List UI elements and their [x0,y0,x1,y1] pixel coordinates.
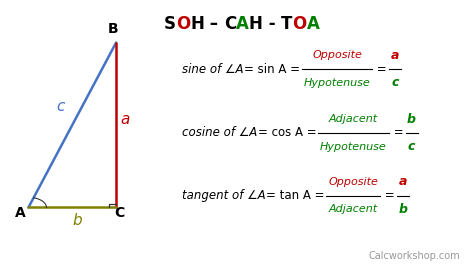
Text: A: A [15,206,25,220]
Text: -: - [263,15,281,33]
Text: c: c [56,99,65,114]
Text: T: T [281,15,292,33]
Text: Hypotenuse: Hypotenuse [304,78,371,88]
Text: c: c [408,140,415,153]
Text: A: A [236,15,249,33]
Text: =: = [374,63,391,76]
Text: b: b [407,113,416,126]
Text: H: H [190,15,204,33]
Text: –: – [204,15,224,33]
Text: H: H [249,15,263,33]
Text: a: a [120,112,129,127]
Text: = cos A =: = cos A = [258,127,320,139]
Text: O: O [292,15,307,33]
Text: sine of ∠A: sine of ∠A [182,63,244,76]
Text: c: c [391,77,399,89]
Text: cosine of ∠A: cosine of ∠A [182,127,258,139]
Text: =: = [381,189,399,202]
Text: a: a [399,175,407,188]
Text: Opposite: Opposite [312,50,362,60]
Text: O: O [176,15,190,33]
Text: tangent of ∠A: tangent of ∠A [182,189,266,202]
Text: A: A [307,15,319,33]
Text: =: = [390,127,407,139]
Text: S: S [164,15,176,33]
Text: Adjacent: Adjacent [329,204,378,214]
Text: Calcworkshop.com: Calcworkshop.com [368,251,460,261]
Text: C: C [114,206,125,220]
Text: Opposite: Opposite [328,177,378,187]
Text: b: b [399,203,408,216]
Text: B: B [108,22,118,36]
Text: = sin A =: = sin A = [244,63,304,76]
Text: a: a [391,49,399,62]
Text: Adjacent: Adjacent [329,114,378,124]
Text: b: b [73,213,82,228]
Text: C: C [224,15,236,33]
Text: = tan A =: = tan A = [266,189,328,202]
Text: Hypotenuse: Hypotenuse [320,142,387,152]
